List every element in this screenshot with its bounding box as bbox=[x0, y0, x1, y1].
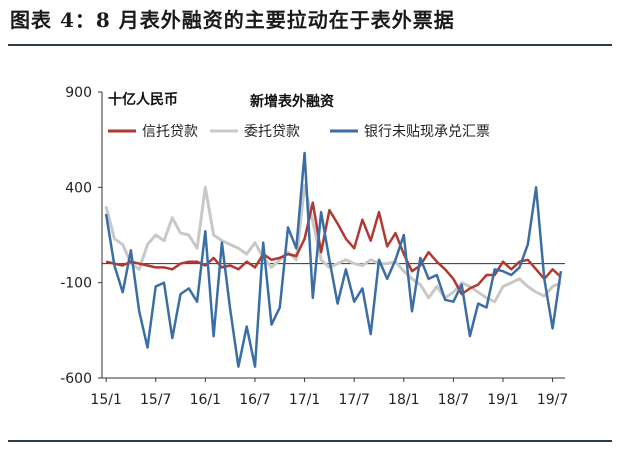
x-tick-label: 15/1 bbox=[90, 392, 121, 408]
title-divider bbox=[8, 44, 612, 46]
chart-legend: 信托贷款 委托贷款 银行未贴现承兑汇票 bbox=[108, 124, 490, 140]
series-line-entrusted-loans bbox=[104, 183, 562, 304]
x-tick-label: 18/7 bbox=[438, 392, 469, 408]
chart-series-lines bbox=[104, 151, 563, 368]
x-tick-label: 16/7 bbox=[239, 392, 270, 408]
figure-title: 图表 4：8 月表外融资的主要拉动在于表外票据 bbox=[10, 8, 455, 32]
y-tick-label: -100 bbox=[60, 276, 92, 292]
legend-label: 委托贷款 bbox=[244, 124, 300, 140]
x-tick-label: 17/1 bbox=[289, 392, 320, 408]
x-tick-label: 19/1 bbox=[487, 392, 518, 408]
y-tick-label: -600 bbox=[60, 371, 92, 387]
y-tick-label: 400 bbox=[65, 180, 92, 196]
x-tick-label: 15/7 bbox=[140, 392, 171, 408]
x-axis-ticks: 15/1 15/7 16/1 16/7 17/1 17/7 18/1 18/7 19/1 19/7 bbox=[90, 378, 568, 408]
x-tick-label: 17/7 bbox=[338, 392, 369, 408]
series-line-bank-acceptance-bills bbox=[104, 151, 563, 368]
series-line-trust-loans bbox=[105, 201, 562, 296]
chart-title: 新增表外融资 bbox=[250, 93, 334, 110]
y-axis-ticks: 900 400 -100 -600 bbox=[60, 85, 102, 387]
x-tick-label: 16/1 bbox=[190, 392, 221, 408]
x-tick-label: 18/1 bbox=[388, 392, 419, 408]
legend-label: 银行未贴现承兑汇票 bbox=[364, 124, 490, 140]
y-tick-label: 900 bbox=[65, 85, 92, 101]
legend-label: 信托贷款 bbox=[142, 124, 198, 140]
y-axis-label: 十亿人民币 bbox=[108, 91, 178, 108]
bottom-divider bbox=[8, 440, 612, 442]
x-tick-label: 19/7 bbox=[537, 392, 568, 408]
